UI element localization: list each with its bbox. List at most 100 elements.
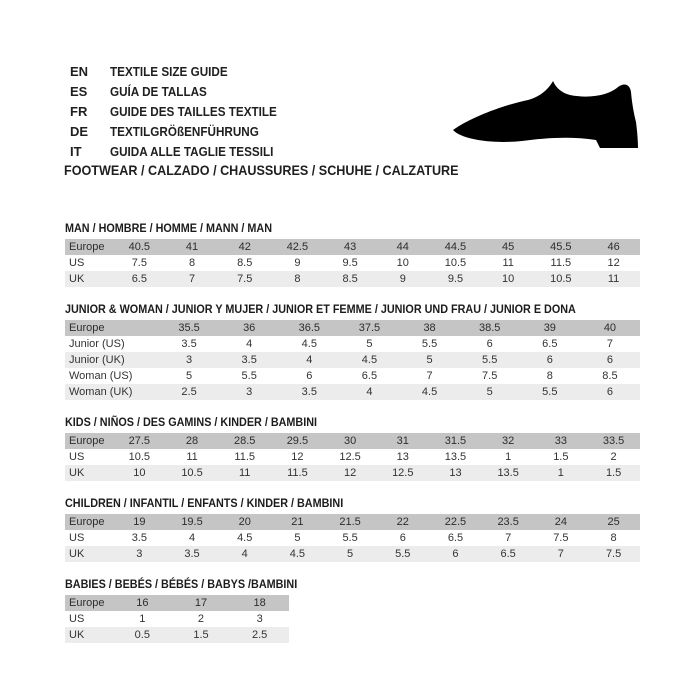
size-cell: 3.5 [219,352,280,368]
size-cell: 5 [366,338,373,350]
size-cell: 36.5 [279,320,340,336]
size-table-section-babies: BABIES / BEBÉS / BÉBÉS / BABYS /BAMBINI … [65,577,640,643]
size-cell: 19.5 [165,514,219,530]
size-cell: 8 [610,532,617,544]
row-label: US [69,532,85,544]
size-cell: 7.5 [218,271,272,287]
row-label: Junior (US) [69,338,125,350]
size-cell: 41 [165,239,219,255]
language-label: GUIDA ALLE TAGLIE TESSILI [110,143,274,159]
table-row: Woman (UK) 2.5 3 3.5 4 4.5 5 5.5 6 [65,384,640,400]
section-title-text: BABIES / BEBÉS / BÉBÉS / BABYS /BAMBINI [65,577,298,591]
size-cell: 8.5 [323,271,377,287]
size-cell: 7.5 [482,370,498,382]
size-cell: 4 [218,546,272,562]
size-table: Europe 40.5 41 42 42.5 43 44 44.5 45 45.5 46 US 7.5 8… [65,239,640,287]
row-label: UK [65,271,113,287]
size-cell: 5 [186,370,193,382]
language-label: TEXTILE SIZE GUIDE [110,63,228,79]
size-cell: 9 [294,257,301,269]
size-table: Europe 16 17 18 US 1 2 3 UK 0.5 1.5 2.5 [65,595,289,643]
size-cell: 1 [534,465,588,481]
size-cell: 40 [579,320,640,336]
size-cell: 5 [294,532,301,544]
size-cell: 39 [519,320,580,336]
size-cell: 6 [306,370,313,382]
size-cell: 7 [426,370,433,382]
size-cell: 3.5 [279,384,340,400]
size-cell: 38.5 [459,320,520,336]
size-cell: 45.5 [534,239,588,255]
size-cell: 13 [396,451,409,463]
row-label: UK [65,465,113,481]
size-cell: 31 [376,433,430,449]
size-table-section-kids: KIDS / NIÑOS / DES GAMINS / KINDER / BAM… [65,415,640,481]
size-cell: 37.5 [339,320,400,336]
size-cell: 5 [323,546,377,562]
size-cell: 22.5 [429,514,482,530]
size-cell: 10.5 [444,257,467,269]
size-cell: 7.5 [587,546,640,562]
size-cell: 7.5 [131,257,147,269]
table-row: Europe 40.5 41 42 42.5 43 44 44.5 45 45.5 46 [65,239,640,255]
size-cell: 3.5 [165,546,219,562]
size-cell: 12.5 [376,465,430,481]
row-label: Junior (UK) [65,352,159,368]
section-title-text: JUNIOR & WOMAN / JUNIOR Y MUJER / JUNIOR… [65,302,576,316]
table-row: US 10.5 11 11.5 12 12.5 13 13.5 1 1.5 2 [65,449,640,465]
size-cell: 1.5 [553,451,569,463]
size-cell: 7 [505,532,512,544]
table-row: US 1 2 3 [65,611,289,627]
size-cell: 11 [218,465,272,481]
size-cell: 6 [399,532,406,544]
size-cell: 4 [246,338,253,350]
size-cell: 23.5 [481,514,535,530]
size-cell: 31.5 [429,433,482,449]
size-cell: 4 [188,532,196,544]
size-cell: 32 [481,433,535,449]
size-cell: 3 [159,352,220,368]
language-code: EN [70,63,89,79]
size-cell: 8 [188,257,196,269]
size-cell: 13.5 [444,451,467,463]
row-label: Europe [65,514,113,530]
table-row: UK 10 10.5 11 11.5 12 12.5 13 13.5 1 1.5 [65,465,640,481]
size-cell: 28 [165,433,219,449]
size-cell: 9.5 [429,271,482,287]
language-code: ES [70,83,88,99]
section-title: MAN / HOMBRE / HOMME / MANN / MAN [65,221,640,235]
row-label: Europe [65,320,159,336]
size-cell: 6 [486,338,493,350]
size-cell: 21.5 [323,514,377,530]
language-label: GUIDE DES TAILLES TEXTILE [110,103,277,119]
language-code: DE [70,123,89,139]
row-label: US [69,257,85,269]
size-cell: 6.5 [361,370,378,382]
size-cell: 5 [399,352,460,368]
size-table: Europe 35.5 36 36.5 37.5 38 38.5 39 40 Junior (US… [65,320,640,400]
size-cell: 13.5 [481,465,535,481]
size-cell: 29.5 [271,433,324,449]
size-cell: 45 [481,239,535,255]
size-cell: 11.5 [234,451,256,463]
table-row: US 3.5 4 4.5 5 5.5 6 6.5 7 7.5 8 [65,530,640,546]
category-line: FOOTWEAR / CALZADO / CHAUSSURES / SCHUHE… [64,162,502,178]
language-row-fr: FR GUIDE DES TAILLES TEXTILE [70,101,295,121]
size-cell: 12 [323,465,377,481]
size-cell: 42.5 [271,239,324,255]
size-cell: 3 [219,384,280,400]
size-cell: 6.5 [542,338,558,350]
language-row-de: DE TEXTILGRÖßENFÜHRUNG [70,121,295,141]
table-row: Europe 19 19.5 20 21 21.5 22 22.5 23.5 24 25 [65,514,640,530]
size-cell: 5.5 [421,338,438,350]
size-cell: 13 [429,465,482,481]
size-cell: 4.5 [301,338,317,350]
size-cell: 24 [534,514,588,530]
size-cell: 8.5 [237,257,253,269]
section-title-text: CHILDREN / INFANTIL / ENFANTS / KINDER /… [65,496,344,510]
size-cell: 40.5 [113,239,166,255]
size-cell: 25 [587,514,640,530]
size-cell: 5.5 [342,532,358,544]
size-cell: 7 [534,546,588,562]
size-cell: 3 [113,546,166,562]
